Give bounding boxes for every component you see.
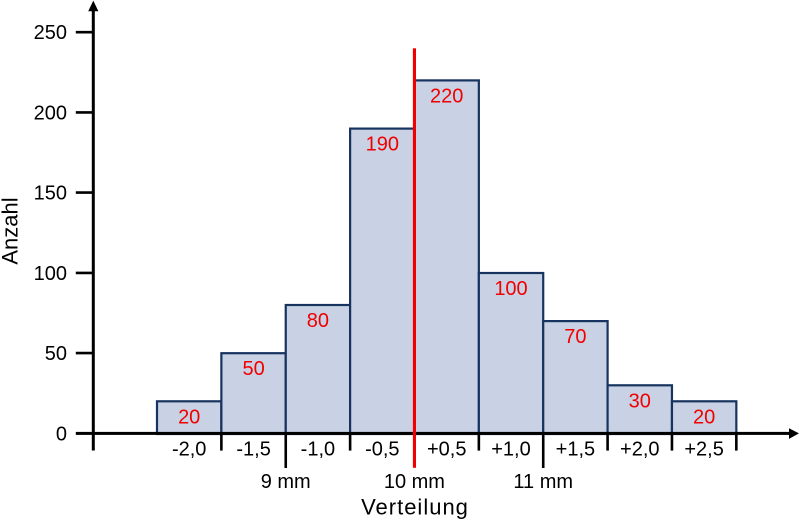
svg-text:+0,5: +0,5 — [427, 439, 466, 461]
svg-text:20: 20 — [178, 406, 200, 428]
svg-text:30: 30 — [629, 390, 651, 412]
svg-text:100: 100 — [34, 263, 67, 285]
svg-text:250: 250 — [34, 22, 67, 44]
svg-text:50: 50 — [242, 358, 264, 380]
svg-text:20: 20 — [693, 406, 715, 428]
svg-text:-1,0: -1,0 — [301, 439, 335, 461]
svg-text:150: 150 — [34, 183, 67, 205]
svg-text:220: 220 — [430, 85, 463, 107]
svg-text:-1,5: -1,5 — [236, 439, 270, 461]
svg-text:+1,5: +1,5 — [556, 439, 595, 461]
svg-text:+2,0: +2,0 — [620, 439, 659, 461]
svg-text:-0,5: -0,5 — [365, 439, 399, 461]
svg-text:190: 190 — [366, 134, 399, 156]
svg-text:11 mm: 11 mm — [513, 471, 573, 493]
svg-text:100: 100 — [494, 278, 527, 300]
svg-text:10 mm: 10 mm — [384, 471, 445, 493]
svg-text:200: 200 — [34, 102, 67, 124]
svg-text:50: 50 — [45, 343, 67, 365]
svg-text:0: 0 — [56, 423, 67, 445]
svg-text:Verteilung: Verteilung — [361, 495, 469, 520]
svg-text:9 mm: 9 mm — [261, 471, 311, 493]
svg-text:Anzahl: Anzahl — [0, 197, 23, 264]
svg-text:70: 70 — [564, 326, 586, 348]
svg-text:80: 80 — [307, 310, 329, 332]
svg-text:+1,0: +1,0 — [491, 439, 530, 461]
svg-text:+2,5: +2,5 — [684, 439, 723, 461]
svg-text:-2,0: -2,0 — [172, 439, 206, 461]
